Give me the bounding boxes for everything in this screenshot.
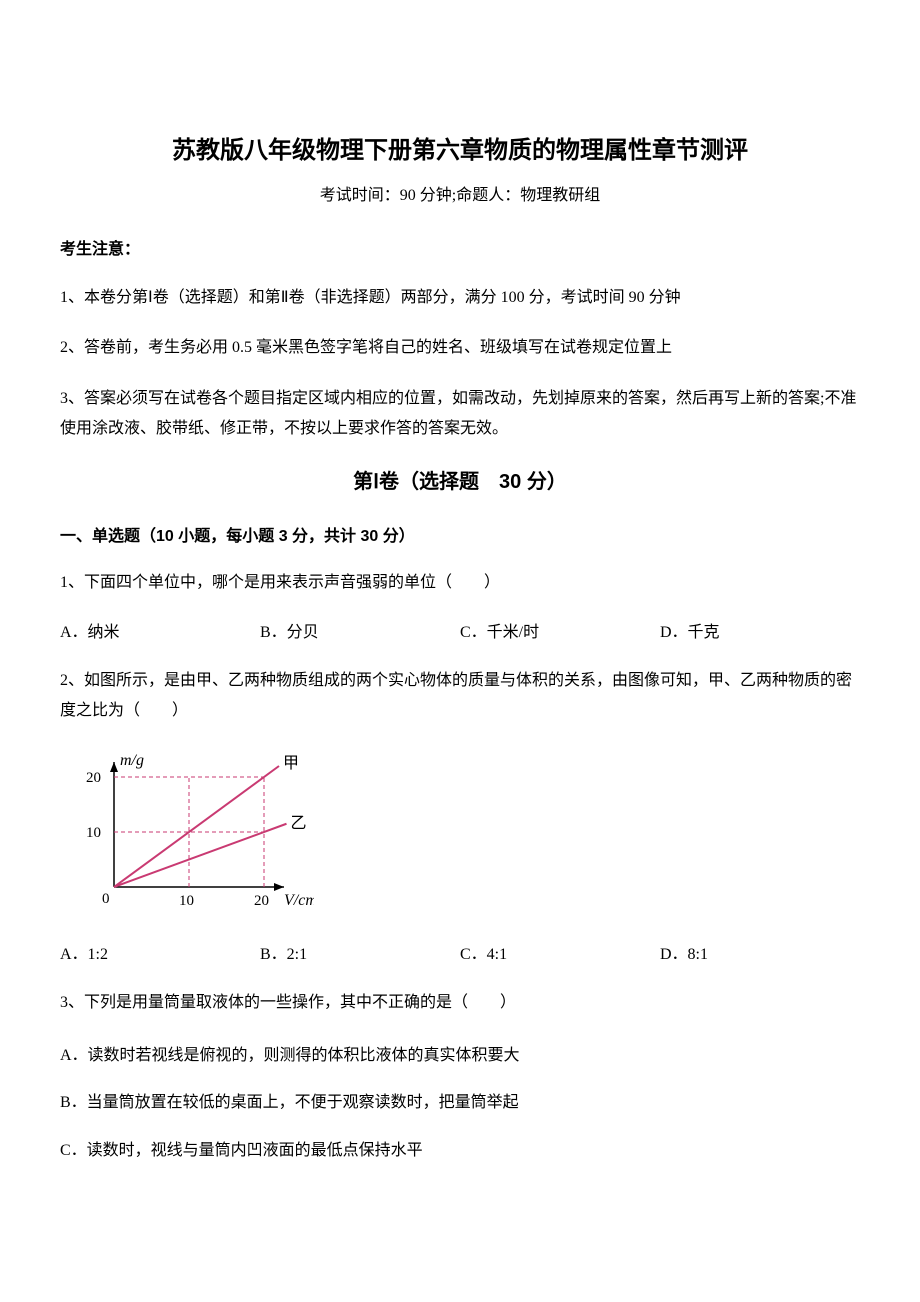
svg-text:V/cm³: V/cm³: [284, 892, 314, 909]
q1-opt-a: A．纳米: [60, 618, 260, 642]
q2-opt-d: D．8:1: [660, 940, 860, 964]
svg-text:0: 0: [102, 891, 110, 907]
q1-opt-d: D．千克: [660, 618, 860, 642]
notice-3: 3、答案必须写在试卷各个题目指定区域内相应的位置，如需改动，先划掉原来的答案，然…: [60, 384, 860, 445]
q2-opt-c: C．4:1: [460, 940, 660, 964]
q1-options: A．纳米 B．分贝 C．千米/时 D．千克: [60, 618, 860, 642]
q1-text: 1、下面四个单位中，哪个是用来表示声音强弱的单位（ ）: [60, 568, 860, 598]
q3-opt-b: B．当量筒放置在较低的桌面上，不便于观察读数时，把量筒举起: [60, 1085, 860, 1120]
svg-text:20: 20: [86, 770, 101, 786]
section-header: 第Ⅰ卷（选择题 30 分）: [60, 465, 860, 494]
q2-chart: 0 10 20 10 20 m/g V/cm³ 甲乙: [74, 747, 860, 922]
q2-options: A．1:2 B．2:1 C．4:1 D．8:1: [60, 940, 860, 964]
notice-1: 1、本卷分第Ⅰ卷（选择题）和第Ⅱ卷（非选择题）两部分，满分 100 分，考试时间…: [60, 283, 860, 313]
q3-text: 3、下列是用量筒量取液体的一些操作，其中不正确的是（ ）: [60, 988, 860, 1018]
q1-opt-b: B．分贝: [260, 618, 460, 642]
svg-text:甲: 甲: [283, 755, 299, 772]
q2-opt-a: A．1:2: [60, 940, 260, 964]
q3-opt-a: A．读数时若视线是俯视的，则测得的体积比液体的真实体积要大: [60, 1038, 860, 1073]
q2-text: 2、如图所示，是由甲、乙两种物质组成的两个实心物体的质量与体积的关系，由图像可知…: [60, 666, 860, 727]
q3-opt-c: C．读数时，视线与量筒内凹液面的最低点保持水平: [60, 1133, 860, 1168]
exam-title: 苏教版八年级物理下册第六章物质的物理属性章节测评: [60, 130, 860, 165]
svg-text:m/g: m/g: [120, 752, 144, 769]
svg-text:20: 20: [254, 893, 269, 909]
svg-text:10: 10: [179, 893, 194, 909]
svg-text:10: 10: [86, 825, 101, 841]
q2-opt-b: B．2:1: [260, 940, 460, 964]
notice-header: 考生注意：: [60, 235, 860, 259]
question-type: 一、单选题（10 小题，每小题 3 分，共计 30 分）: [60, 522, 860, 546]
exam-subtitle: 考试时间：90 分钟;命题人：物理教研组: [60, 181, 860, 205]
svg-text:乙: 乙: [291, 814, 307, 831]
mass-volume-chart: 0 10 20 10 20 m/g V/cm³ 甲乙: [74, 747, 314, 917]
notice-2: 2、答卷前，考生务必用 0.5 毫米黑色签字笔将自己的姓名、班级填写在试卷规定位…: [60, 333, 860, 363]
q1-opt-c: C．千米/时: [460, 618, 660, 642]
